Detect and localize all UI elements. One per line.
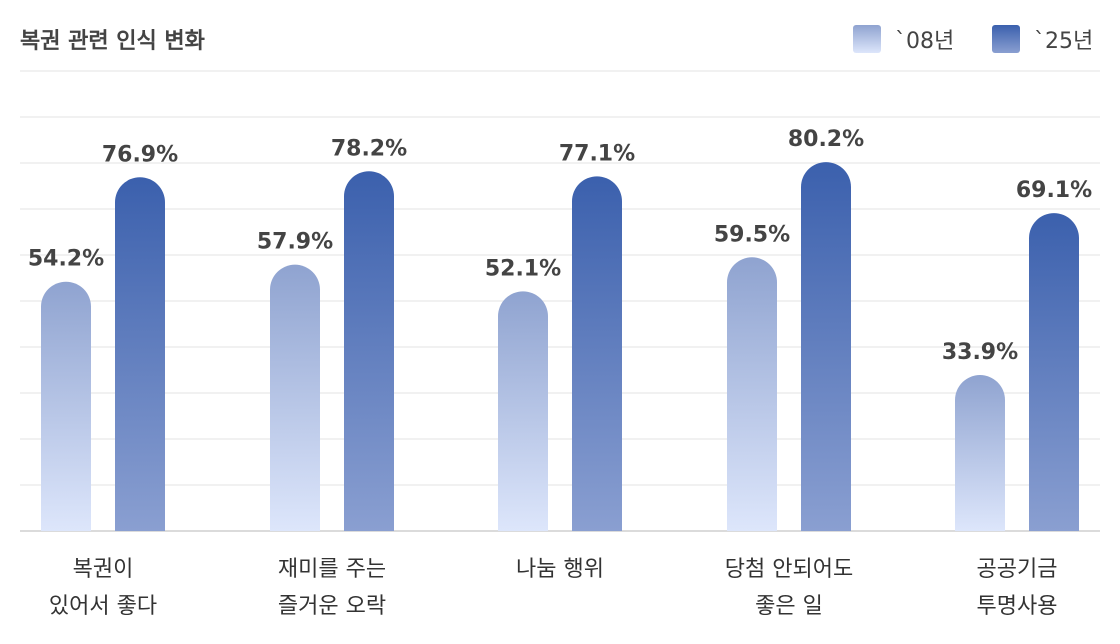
data-label: 76.9%	[102, 142, 178, 167]
data-label: 69.1%	[1016, 178, 1092, 203]
legend-swatch-2	[992, 25, 1020, 53]
category-label: 즐거운 오락	[278, 594, 386, 619]
legend-label-2: `25년	[1034, 29, 1093, 54]
legend: `08년 `25년	[853, 25, 1093, 54]
bar-series1-3	[727, 257, 777, 531]
data-label: 77.1%	[559, 141, 635, 166]
bars	[41, 162, 1079, 532]
category-label: 있어서 좋다	[49, 594, 157, 619]
data-label: 80.2%	[788, 127, 864, 152]
legend-swatch-1	[853, 25, 881, 53]
bar-series1-1	[270, 264, 320, 531]
bar-series2-2	[572, 176, 622, 532]
bar-series1-4	[955, 375, 1005, 531]
grid	[20, 70, 1100, 532]
data-label: 57.9%	[257, 230, 333, 255]
bar-series2-1	[343, 171, 394, 532]
legend-label-1: `08년	[895, 29, 954, 54]
value-labels: 54.2% 57.9% 52.1% 59.5% 33.9% 76.9% 78.2% 77.1%…	[28, 127, 1092, 365]
data-label: 52.1%	[485, 256, 561, 281]
bar-series2-0	[115, 177, 165, 531]
data-label: 54.2%	[28, 247, 104, 272]
category-label: 좋은 일	[755, 594, 823, 619]
data-label: 59.5%	[714, 222, 790, 247]
data-label: 78.2%	[331, 136, 407, 161]
bar-series2-3	[801, 162, 851, 531]
chart-title: 복권 관련 인식 변화	[20, 29, 205, 54]
category-label: 나눔 행위	[516, 557, 604, 582]
bar-series1-0	[41, 281, 91, 531]
category-label: 공공기금	[977, 557, 1058, 582]
bar-series2-4	[1029, 213, 1079, 531]
category-label: 재미를 주는	[278, 557, 386, 582]
category-label: 당첨 안되어도	[725, 557, 853, 582]
category-label: 복권이	[73, 557, 134, 582]
data-label: 33.9%	[942, 340, 1018, 365]
bar-series1-2	[498, 291, 548, 531]
category-label: 투명사용	[977, 594, 1058, 619]
